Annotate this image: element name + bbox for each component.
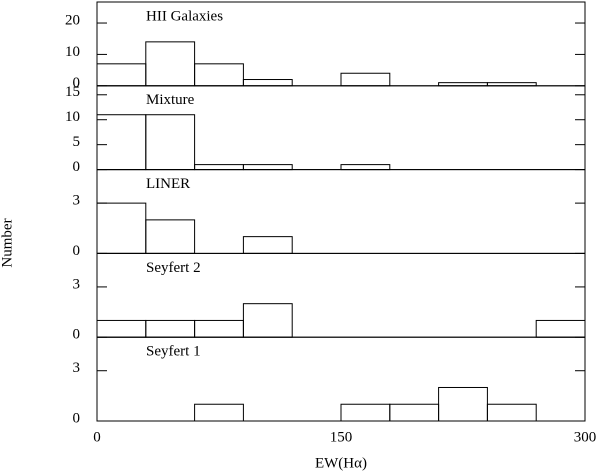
- panel-label: HII Galaxies: [146, 8, 223, 24]
- histogram-bar: [145, 319, 196, 338]
- y-tick-label: 10: [65, 44, 80, 60]
- histogram-bar: [438, 386, 488, 422]
- histogram-bar: [242, 303, 293, 338]
- histogram-bar: [389, 403, 440, 422]
- histogram-bar: [242, 164, 293, 171]
- y-tick-label: 3: [73, 193, 81, 209]
- y-tick-label: 0: [73, 243, 81, 259]
- y-tick-label: 0: [73, 410, 81, 426]
- y-tick-label: 0: [73, 327, 81, 343]
- y-tick-label: 3: [73, 360, 81, 376]
- x-tick-label: 300: [574, 429, 597, 445]
- histogram-bar: [194, 403, 244, 422]
- histogram-bar: [486, 403, 537, 422]
- histogram-bar: [96, 319, 147, 338]
- y-tick-label: 15: [65, 84, 80, 100]
- y-tick-label: 20: [65, 12, 80, 28]
- panel-label: Seyfert 1: [146, 344, 201, 360]
- histogram-bar: [145, 219, 196, 254]
- histogram-bar: [96, 202, 147, 254]
- y-tick-label: 5: [73, 134, 81, 150]
- histogram-bar: [194, 164, 244, 171]
- panel-label: Mixture: [146, 92, 195, 108]
- y-axis-label: Number: [0, 218, 15, 267]
- histogram-bar: [145, 114, 196, 171]
- histogram-bar: [96, 63, 147, 87]
- histogram-bar: [242, 79, 293, 87]
- histogram-bar: [340, 72, 391, 87]
- histogram-bar: [242, 236, 293, 254]
- histogram-bar: [96, 114, 147, 171]
- x-tick-label: 0: [93, 429, 101, 445]
- panel-label: Seyfert 2: [146, 260, 201, 276]
- x-tick-label: 150: [330, 429, 353, 445]
- y-tick-label: 10: [65, 109, 80, 125]
- histogram-bar: [535, 319, 586, 338]
- x-axis-label: EW(Hα): [315, 455, 367, 471]
- histogram-bar: [340, 164, 391, 171]
- histogram-bar: [194, 63, 244, 87]
- histogram-bar: [194, 319, 244, 338]
- y-tick-label: 0: [73, 75, 81, 91]
- histogram-bar: [340, 403, 391, 422]
- histogram-bar: [145, 41, 196, 87]
- y-tick-label: 3: [73, 276, 81, 292]
- y-tick-label: 0: [73, 159, 81, 175]
- panel-label: LINER: [146, 176, 190, 192]
